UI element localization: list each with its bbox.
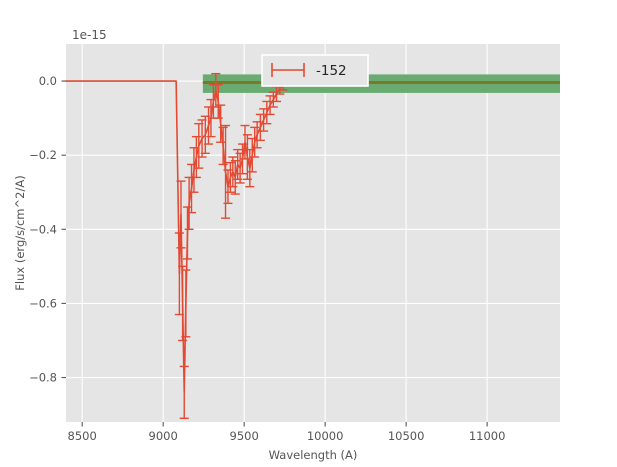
y-axis-offset-text: 1e-15 (72, 28, 107, 42)
x-tick-label: 10500 (388, 429, 425, 443)
x-tick-label: 11000 (469, 429, 506, 443)
axes-background (66, 44, 560, 422)
y-tick-label: 0.0 (39, 74, 57, 88)
axis-tick-labels: 8500 9000 9500 10000 10500 11000 0.0 −0.2 −0.4 −0… (29, 74, 505, 443)
axis-ticks (61, 80, 488, 427)
model-band-layer (202, 74, 560, 93)
y-tick-label: −0.6 (29, 296, 57, 310)
y-axis-title: Flux (erg/s/cm^2/A) (13, 175, 27, 290)
x-tick-label: 8500 (68, 429, 97, 443)
x-tick-label: 9500 (230, 429, 259, 443)
spectrum-line (65, 80, 284, 394)
legend-marker-errorbar (271, 63, 305, 77)
legend[interactable]: -152 (261, 54, 369, 87)
x-tick-label: 9000 (149, 429, 178, 443)
y-tick-label: −0.8 (29, 371, 57, 385)
legend-label: -152 (316, 63, 347, 79)
y-tick-label: −0.4 (29, 222, 57, 236)
x-tick-label: 10000 (307, 429, 344, 443)
y-tick-label: −0.2 (29, 148, 57, 162)
x-axis-title: Wavelength (A) (269, 448, 358, 462)
